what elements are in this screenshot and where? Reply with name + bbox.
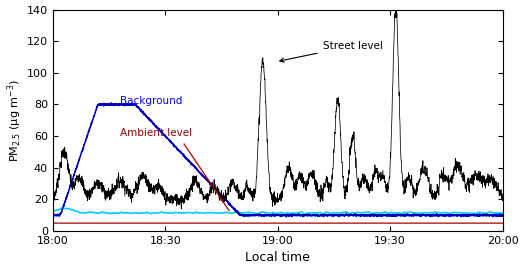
Text: Background: Background [121,96,183,106]
Text: Street level: Street level [280,41,383,62]
X-axis label: Local time: Local time [245,251,310,264]
Y-axis label: PM$_{2.5}$ (μg m$^{-3}$): PM$_{2.5}$ (μg m$^{-3}$) [6,79,24,162]
Text: Ambient level: Ambient level [121,128,192,138]
